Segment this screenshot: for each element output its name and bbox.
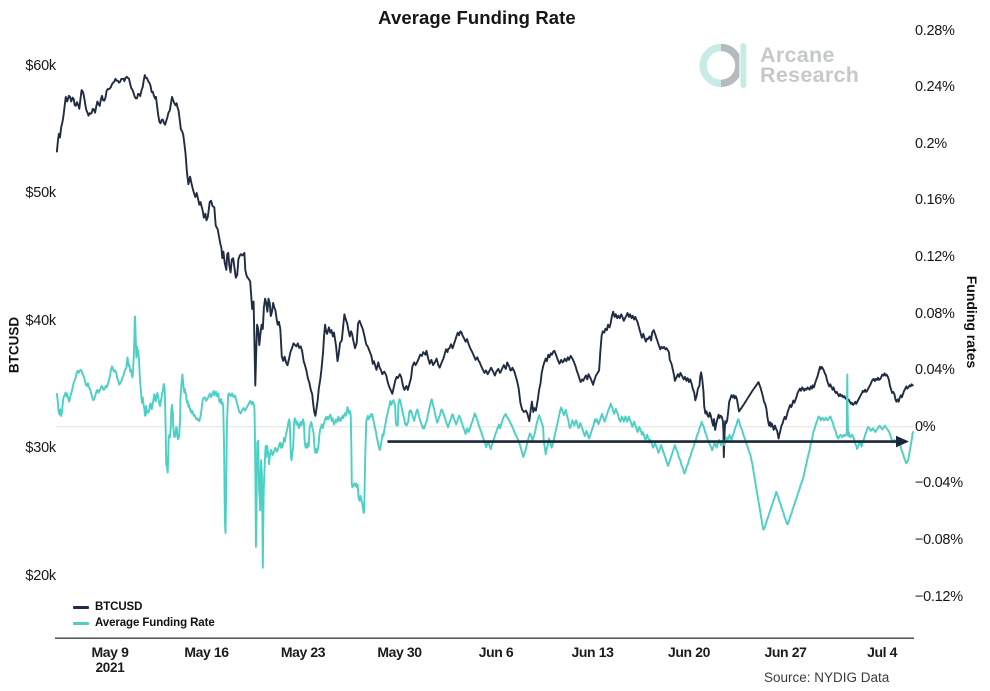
right-axis-title: Funding rates: [964, 275, 980, 369]
x-tick-Jun-20: Jun 20: [668, 644, 710, 660]
x-tick-May-30: May 30: [377, 644, 422, 660]
right-tick-0.2%: 0.2%: [915, 135, 947, 152]
left-tick-$30k: $30k: [25, 440, 56, 456]
series-line-average-funding-rate: [55, 315, 915, 569]
series-line-btcusd: [55, 74, 914, 459]
left-axis-title: BTCUSD: [6, 316, 22, 374]
left-tick-$40k: $40k: [25, 312, 56, 329]
left-tick-$60k: $60k: [25, 57, 56, 74]
right-tick-0.04%: 0.04%: [915, 362, 955, 379]
source-note: Source: NYDIG Data: [764, 670, 890, 685]
x-tick-year: 2021: [95, 659, 125, 675]
legend-item-average-funding-rate: Average Funding Rate: [73, 615, 215, 631]
brand-logo: Arcane Research: [699, 40, 859, 90]
brand-name-line1: Arcane: [760, 42, 835, 67]
left-tick-$50k: $50k: [25, 185, 56, 201]
right-tick-−0.12%: −0.12%: [915, 588, 963, 605]
left-tick-$20k: $20k: [25, 567, 56, 584]
x-tick-Jul-4: Jul 4: [867, 644, 897, 660]
brand-name: Arcane Research: [760, 42, 860, 87]
logo-ring-gray: [720, 43, 743, 88]
legend: BTCUSD Average Funding Rate: [73, 599, 215, 631]
logo-ring-teal: [699, 43, 722, 88]
x-tick-Jun-13: Jun 13: [571, 644, 614, 660]
chart-title: Average Funding Rate: [378, 7, 576, 28]
brand-name-line2: Research: [760, 63, 860, 87]
x-tick-May-9: May 9: [91, 644, 129, 660]
x-tick-Jun-27: Jun 27: [764, 644, 807, 660]
right-tick-0.08%: 0.08%: [915, 305, 955, 322]
arcane-research-logo-icon: [699, 40, 747, 90]
x-tick-May-23: May 23: [280, 644, 326, 660]
legend-item-btcusd: BTCUSD: [73, 599, 215, 615]
annotation-arrow-head: [896, 435, 910, 448]
right-tick-0.16%: 0.16%: [915, 192, 955, 209]
right-tick-0%: 0%: [915, 418, 936, 435]
x-tick-May-16: May 16: [184, 644, 229, 660]
right-tick-0.12%: 0.12%: [915, 249, 955, 265]
right-tick-−0.04%: −0.04%: [915, 475, 963, 492]
logo-stem: [740, 43, 747, 88]
legend-label: Average Funding Rate: [95, 617, 215, 629]
legend-swatch-icon: [73, 621, 89, 625]
right-tick-0.28%: 0.28%: [915, 22, 955, 39]
right-tick-−0.08%: −0.08%: [915, 532, 963, 548]
x-tick-Jun-6: Jun 6: [478, 644, 514, 660]
right-tick-0.24%: 0.24%: [915, 79, 955, 96]
legend-label: BTCUSD: [95, 601, 143, 613]
legend-swatch-icon: [73, 605, 89, 609]
